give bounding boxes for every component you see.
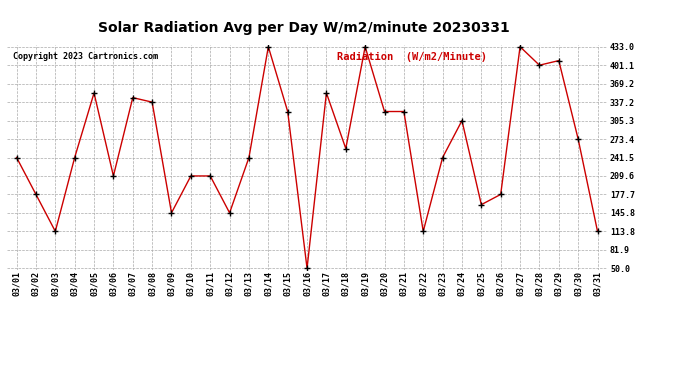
Text: Copyright 2023 Cartronics.com: Copyright 2023 Cartronics.com [13,52,158,61]
Text: Solar Radiation Avg per Day W/m2/minute 20230331: Solar Radiation Avg per Day W/m2/minute … [98,21,509,34]
Text: Radiation  (W/m2/Minute): Radiation (W/m2/Minute) [337,52,487,62]
